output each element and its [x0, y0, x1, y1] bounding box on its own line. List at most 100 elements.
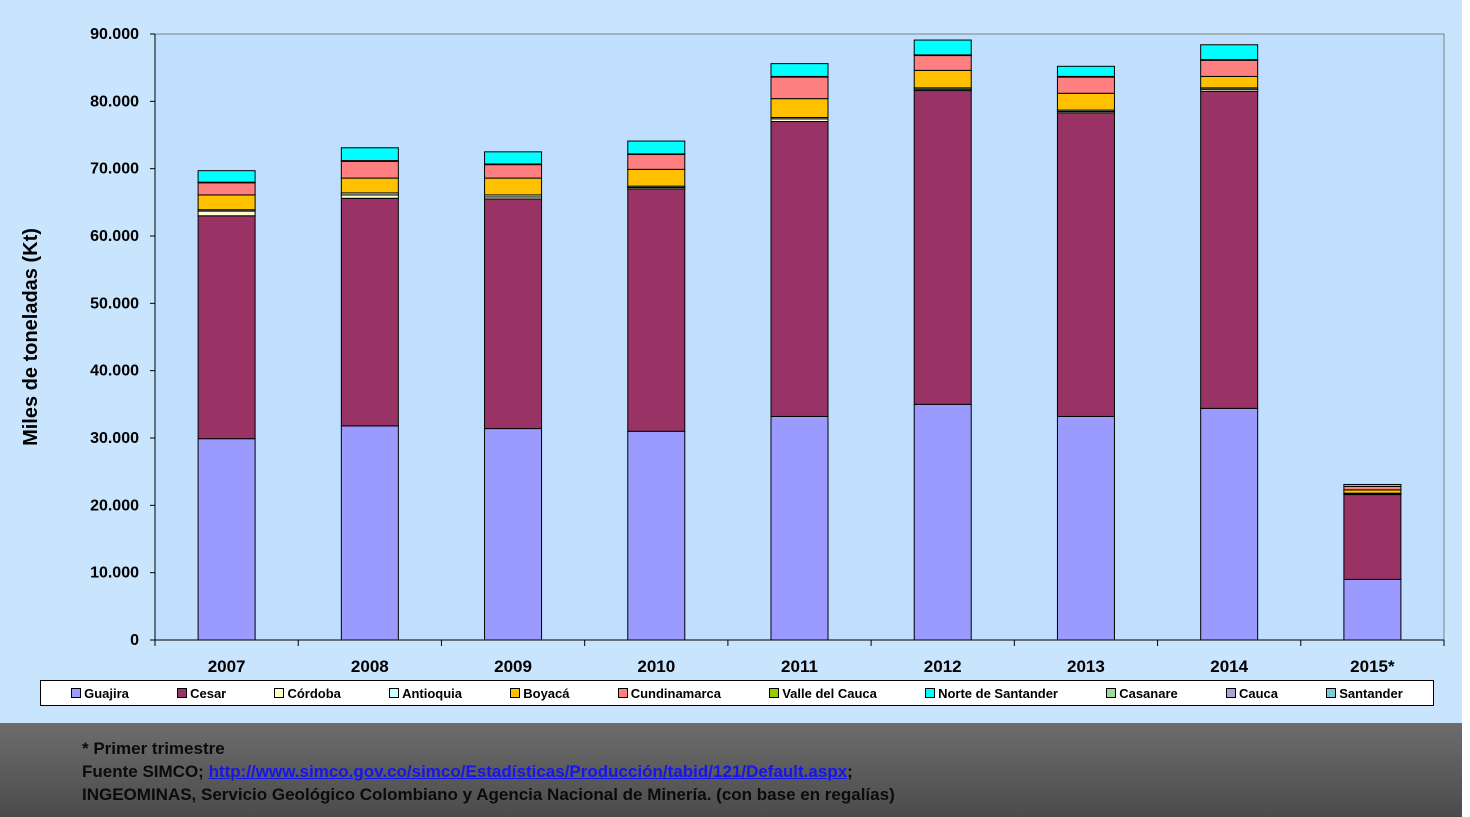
bar-segment — [1200, 59, 1259, 77]
bar-segment — [340, 177, 399, 194]
legend-item: Córdoba — [274, 685, 341, 701]
legend-label: Cundinamarca — [630, 685, 721, 701]
bar-segment — [627, 154, 686, 170]
bar-segment — [484, 177, 543, 196]
legend-label: Santander — [1339, 685, 1403, 701]
legend-swatch — [617, 688, 628, 698]
source-line: Fuente SIMCO; http://www.simco.gov.co/si… — [82, 760, 1452, 783]
legend-swatch — [925, 688, 936, 698]
footer-text: * Primer trimestre Fuente SIMCO; http://… — [82, 737, 1452, 806]
bar-segment — [627, 168, 686, 187]
bar-segment — [913, 39, 972, 56]
legend-swatch — [1106, 688, 1117, 698]
legend-item: Santander — [1326, 686, 1403, 701]
legend-item: Valle del Cauca — [769, 686, 877, 701]
bar-segment — [1343, 485, 1402, 491]
bar-segment — [484, 198, 543, 430]
bar-segment — [1343, 483, 1402, 487]
legend-swatch — [274, 688, 285, 698]
y-tick-label: 0 — [130, 632, 139, 649]
legend-item: Cesar — [177, 686, 226, 701]
source-line-3: INGEOMINAS, Servicio Geológico Colombian… — [82, 785, 895, 804]
bar-segment — [913, 90, 972, 405]
bar-segment — [340, 147, 399, 162]
bar-segment — [770, 121, 829, 417]
chart-legend: Guajira Cesar Córdoba Antioquia Boyacá Cundin… — [40, 680, 1434, 706]
y-tick-label: 90.000 — [90, 26, 139, 43]
bar-segment — [1056, 76, 1115, 94]
footer-band — [0, 723, 1462, 817]
x-tick-label: 2011 — [781, 657, 818, 676]
bar-segment — [197, 194, 256, 211]
x-tick-label: 2015* — [1350, 657, 1395, 676]
x-tick-label: 2013 — [1067, 657, 1105, 676]
y-tick-label: 10.000 — [90, 565, 139, 582]
y-tick-label: 80.000 — [90, 93, 139, 110]
bar-segment — [484, 164, 543, 179]
bar-segment — [1200, 44, 1259, 61]
legend-swatch — [1225, 688, 1236, 698]
bar-segment — [913, 69, 972, 89]
legend-swatch — [1326, 688, 1337, 698]
bar-segment — [197, 182, 256, 196]
bar-segment — [1200, 75, 1259, 89]
legend-swatch — [71, 688, 82, 698]
bar-segment — [340, 197, 399, 427]
bar-segment — [1056, 65, 1115, 77]
legend-item: Norte de Santander — [925, 686, 1058, 701]
y-tick-label: 20.000 — [90, 497, 139, 514]
bar-segment — [1056, 415, 1115, 641]
y-tick-label: 50.000 — [90, 295, 139, 312]
y-tick-label: 60.000 — [90, 228, 139, 245]
bar-segment — [1056, 92, 1115, 111]
legend-item: Guajira — [71, 686, 129, 701]
legend-item: Boyacá — [510, 686, 569, 701]
bar-segment — [770, 98, 829, 118]
source-suffix: ; — [847, 762, 853, 781]
bar-segment — [484, 151, 543, 165]
legend-label: Córdoba — [287, 685, 341, 701]
bar-segment — [1343, 494, 1402, 580]
legend-label: Antioquia — [402, 685, 463, 701]
bar-segment — [197, 438, 256, 641]
x-tick-label: 2014 — [1210, 657, 1248, 676]
legend-item: Antioquia — [389, 686, 462, 701]
legend-label: Casanare — [1119, 685, 1178, 701]
bar-segment — [770, 63, 829, 77]
legend-label: Boyacá — [523, 685, 570, 701]
source-prefix: Fuente SIMCO; — [82, 762, 209, 781]
legend-label: Cesar — [190, 685, 227, 701]
bar-segment — [770, 76, 829, 100]
legend-swatch — [510, 688, 521, 698]
y-tick-label: 70.000 — [90, 161, 139, 178]
x-tick-label: 2012 — [924, 657, 962, 676]
bar-segment — [340, 160, 399, 179]
right-margin — [1462, 0, 1470, 817]
y-tick-label: 30.000 — [90, 430, 139, 447]
legend-label: Valle del Cauca — [782, 685, 877, 701]
bar-segment — [770, 415, 829, 641]
bar-segment — [197, 210, 256, 217]
bar-segment — [627, 140, 686, 155]
footnote: * Primer trimestre — [82, 739, 225, 758]
x-tick-label: 2009 — [494, 657, 532, 676]
source-link[interactable]: http://www.simco.gov.co/simco/Estadístic… — [208, 762, 848, 781]
legend-item: Cundinamarca — [617, 685, 721, 701]
bar-segment — [484, 428, 543, 641]
y-axis-label: Miles de toneladas (Kt) — [20, 228, 42, 446]
bar-segment — [340, 425, 399, 641]
bar-segment — [627, 430, 686, 641]
stacked-bar-chart: 0 10.000 20.000 30.000 40.000 50.000 60.000 70.… — [20, 26, 1445, 676]
bar-segment — [1343, 489, 1402, 494]
legend-label: Cauca — [1238, 685, 1278, 701]
legend-label: Guajira — [84, 685, 129, 701]
legend-item: Casanare — [1106, 686, 1178, 701]
bar-segment — [340, 194, 399, 199]
legend-item: Cauca — [1225, 685, 1278, 701]
legend-swatch — [769, 688, 780, 698]
bar-segment — [627, 188, 686, 432]
bar-segment — [1056, 112, 1115, 417]
bar-segment — [1200, 90, 1259, 409]
bar-segment — [197, 215, 256, 440]
x-tick-label: 2010 — [637, 657, 675, 676]
